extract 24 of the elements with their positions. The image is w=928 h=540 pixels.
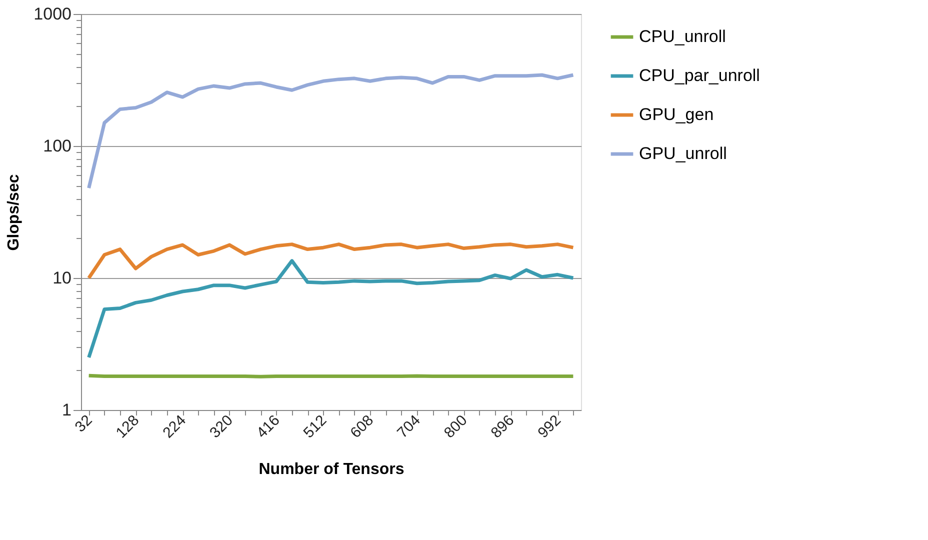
y-tick-label: 100: [43, 136, 72, 156]
x-tick-label: 128: [112, 412, 143, 442]
y-tick-label: 1: [62, 400, 72, 420]
x-tick-label: 512: [300, 412, 330, 442]
y-tick-label: 10: [52, 268, 72, 288]
x-tick-label: 800: [440, 412, 471, 442]
x-tick-label: 608: [347, 412, 377, 442]
x-tick-label: 704: [394, 412, 424, 442]
y-tick-label: 1000: [34, 4, 72, 24]
x-axis-title: Number of Tensors: [258, 460, 404, 478]
x-tick-label: 896: [488, 412, 518, 442]
legend-label: CPU_par_unroll: [639, 66, 760, 85]
line-series: [87, 259, 575, 360]
x-tick-label: 416: [253, 412, 284, 442]
x-tick-label: 992: [534, 412, 564, 442]
legend-label: CPU_unroll: [639, 27, 726, 46]
line-series: [87, 242, 575, 280]
x-tick-label: 320: [206, 412, 236, 442]
y-axis-title: Glops/sec: [6, 174, 23, 251]
legend-label: GPU_unroll: [639, 144, 727, 163]
legend-label: GPU_gen: [639, 105, 714, 124]
line-series: [87, 73, 575, 190]
x-tick-label: 32: [72, 412, 96, 436]
x-tick-label: 224: [160, 412, 190, 442]
